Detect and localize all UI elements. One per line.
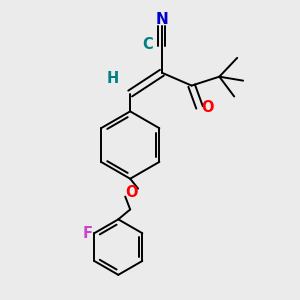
Text: F: F [82,226,92,241]
Text: N: N [155,12,168,27]
Text: O: O [125,185,137,200]
Text: C: C [142,38,153,52]
Text: H: H [106,71,118,86]
Text: O: O [201,100,214,115]
